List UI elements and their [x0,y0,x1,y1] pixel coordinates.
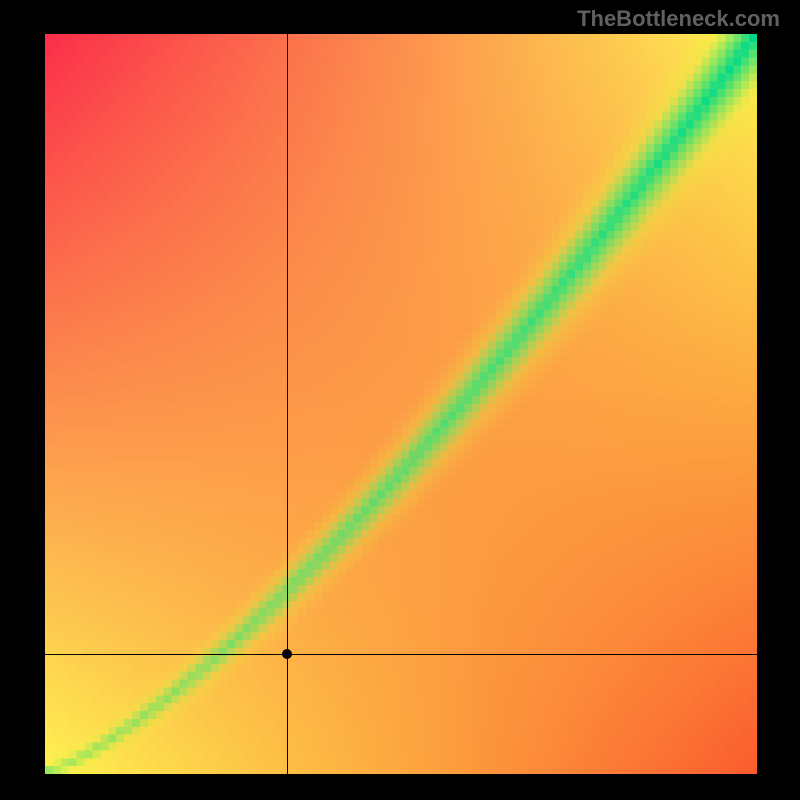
crosshair-horizontal [45,654,757,655]
marker-point [282,649,292,659]
heatmap-plot [45,34,757,774]
crosshair-vertical [287,34,288,774]
heatmap-canvas [45,34,757,774]
watermark-text: TheBottleneck.com [577,6,780,32]
